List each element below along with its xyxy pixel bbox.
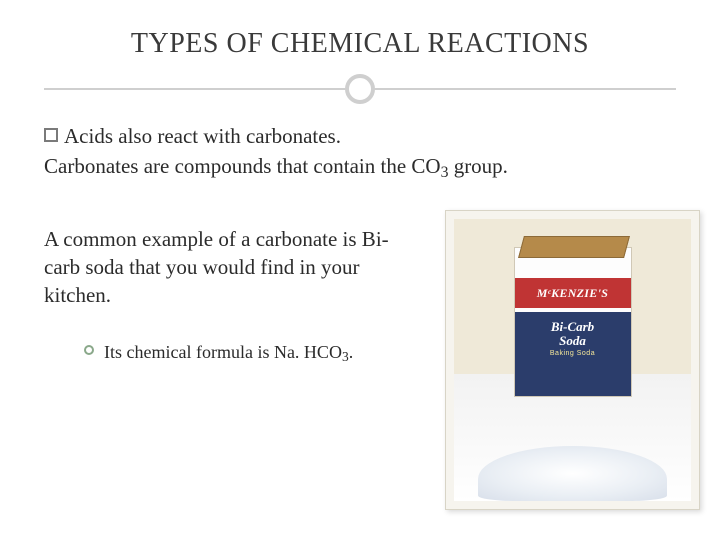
divider-circle-icon <box>345 74 375 104</box>
line2-subscript: 3 <box>441 164 449 181</box>
sub-bullet-text: Its chemical formula is Na. HCO3. <box>104 340 353 364</box>
powder-spill <box>454 391 691 501</box>
line2-post: group. <box>448 154 508 178</box>
powder-pile <box>478 446 668 501</box>
paragraph-example: A common example of a carbonate is Bi-ca… <box>44 225 424 310</box>
sub-post: . <box>349 342 354 362</box>
product-photo: MᶜKENZIE'S Bi-Carb Soda Baking Soda <box>454 219 691 501</box>
sub-subscript: 3 <box>342 349 349 364</box>
bullet-line-1: Acids also react with carbonates. <box>44 122 676 150</box>
product-box: MᶜKENZIE'S Bi-Carb Soda Baking Soda <box>514 247 632 397</box>
circle-bullet-icon <box>84 345 94 355</box>
product-label-area: Bi-Carb Soda Baking Soda <box>515 312 631 396</box>
product-photo-frame: MᶜKENZIE'S Bi-Carb Soda Baking Soda <box>445 210 700 510</box>
box-lid <box>518 236 630 258</box>
product-line2: Soda <box>559 333 586 348</box>
product-subtitle: Baking Soda <box>550 350 595 357</box>
square-bullet-icon <box>44 128 58 142</box>
brand-name: MᶜKENZIE'S <box>537 286 608 301</box>
sub-pre: Its chemical formula is Na. HCO <box>104 342 342 362</box>
line2-pre: Carbonates are compounds that contain th… <box>44 154 441 178</box>
slide-title: TYPES OF CHEMICAL REACTIONS <box>44 28 676 60</box>
slide: TYPES OF CHEMICAL REACTIONS Acids also r… <box>0 0 720 540</box>
line-2: Carbonates are compounds that contain th… <box>44 152 676 180</box>
line1-text: Acids also react with carbonates. <box>64 122 341 150</box>
product-name: Bi-Carb Soda <box>551 320 594 347</box>
title-divider <box>44 74 676 104</box>
brand-band: MᶜKENZIE'S <box>515 278 631 308</box>
